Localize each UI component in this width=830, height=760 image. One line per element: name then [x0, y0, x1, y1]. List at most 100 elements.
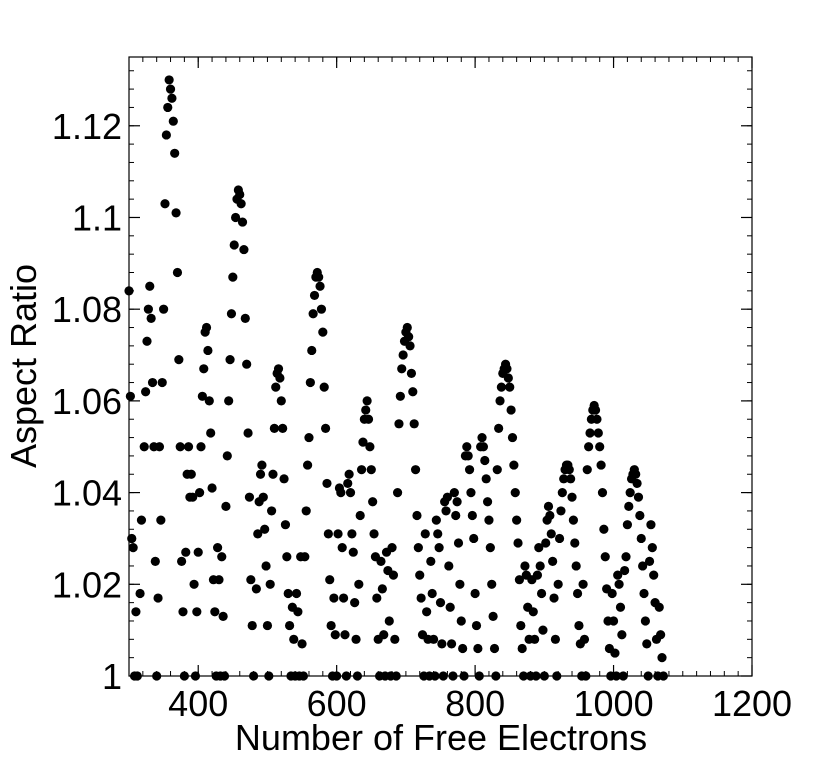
data-point	[251, 584, 261, 594]
data-point	[514, 575, 525, 585]
data-point	[534, 543, 544, 553]
data-point	[356, 465, 367, 475]
data-point	[341, 671, 351, 681]
data-point	[516, 620, 526, 631]
data-point	[177, 556, 187, 566]
data-point	[595, 442, 605, 452]
data-point	[224, 396, 234, 406]
data-point	[649, 570, 659, 580]
data-point	[368, 497, 378, 507]
data-point	[300, 552, 310, 562]
data-point	[452, 497, 462, 507]
data-point	[552, 671, 562, 681]
data-point	[362, 396, 372, 406]
data-point	[276, 396, 286, 406]
data-point	[410, 465, 421, 475]
data-point	[444, 561, 454, 571]
data-point	[582, 465, 592, 475]
data-point	[636, 533, 646, 544]
data-point	[505, 382, 515, 392]
data-point	[199, 364, 209, 374]
data-point	[195, 487, 205, 498]
data-point	[308, 309, 318, 319]
data-point	[217, 552, 227, 562]
y-tick-label: 1.08	[52, 289, 122, 330]
data-point	[478, 442, 489, 452]
data-point	[218, 611, 228, 621]
data-point	[231, 212, 241, 223]
data-point	[273, 364, 284, 374]
data-point	[614, 579, 624, 589]
data-point	[428, 634, 439, 644]
data-point	[332, 671, 342, 681]
data-point	[289, 634, 299, 644]
data-point	[268, 469, 278, 479]
data-point	[597, 487, 608, 498]
data-point	[624, 501, 634, 511]
data-point	[279, 474, 289, 484]
data-point	[253, 529, 263, 539]
data-point	[376, 556, 386, 566]
data-point	[621, 552, 631, 562]
data-point	[482, 497, 493, 507]
data-point	[269, 423, 279, 433]
data-point	[193, 547, 203, 557]
data-point	[642, 639, 652, 649]
data-point	[242, 359, 252, 369]
data-point	[541, 538, 551, 548]
data-point	[656, 630, 666, 640]
data-point	[283, 588, 293, 599]
data-point	[518, 671, 529, 681]
data-point	[635, 510, 645, 521]
data-point	[550, 634, 561, 644]
data-point	[225, 355, 235, 365]
data-point	[145, 281, 155, 291]
data-point	[222, 451, 232, 461]
data-point	[449, 487, 459, 498]
data-point	[325, 575, 335, 585]
data-point	[297, 639, 307, 649]
data-point	[258, 492, 268, 502]
data-point	[136, 515, 147, 525]
data-point	[618, 671, 628, 681]
data-point	[495, 396, 505, 406]
data-point	[150, 556, 160, 566]
data-point	[320, 423, 331, 433]
data-point	[190, 671, 201, 681]
data-point	[535, 561, 545, 571]
data-point	[387, 543, 397, 553]
data-point	[600, 552, 610, 562]
data-point	[152, 671, 162, 681]
data-point	[394, 419, 404, 429]
x-tick-label: 1200	[712, 683, 792, 724]
data-point	[622, 520, 633, 530]
x-tick-labels: 400 600 800 1000 1200	[168, 683, 792, 724]
data-point	[128, 543, 138, 553]
data-point	[412, 510, 422, 521]
data-point	[557, 487, 567, 498]
data-point	[125, 391, 135, 401]
data-point	[366, 465, 376, 475]
data-point	[243, 428, 253, 438]
data-point	[244, 492, 255, 502]
data-point	[531, 671, 541, 681]
data-point	[631, 469, 641, 479]
data-point	[496, 382, 507, 392]
data-point	[188, 492, 198, 502]
data-point	[278, 423, 288, 433]
data-point	[395, 391, 405, 401]
data-point	[161, 130, 171, 140]
data-point	[416, 593, 426, 603]
major-ticks	[129, 57, 753, 677]
data-point	[548, 556, 558, 566]
data-point	[236, 199, 246, 209]
data-point	[455, 579, 465, 589]
data-point	[266, 506, 277, 516]
data-point	[405, 341, 415, 351]
data-point	[174, 355, 184, 365]
data-point	[384, 616, 394, 626]
data-point	[280, 520, 291, 530]
data-point	[564, 465, 574, 475]
data-point	[426, 556, 436, 566]
data-point	[654, 602, 664, 612]
